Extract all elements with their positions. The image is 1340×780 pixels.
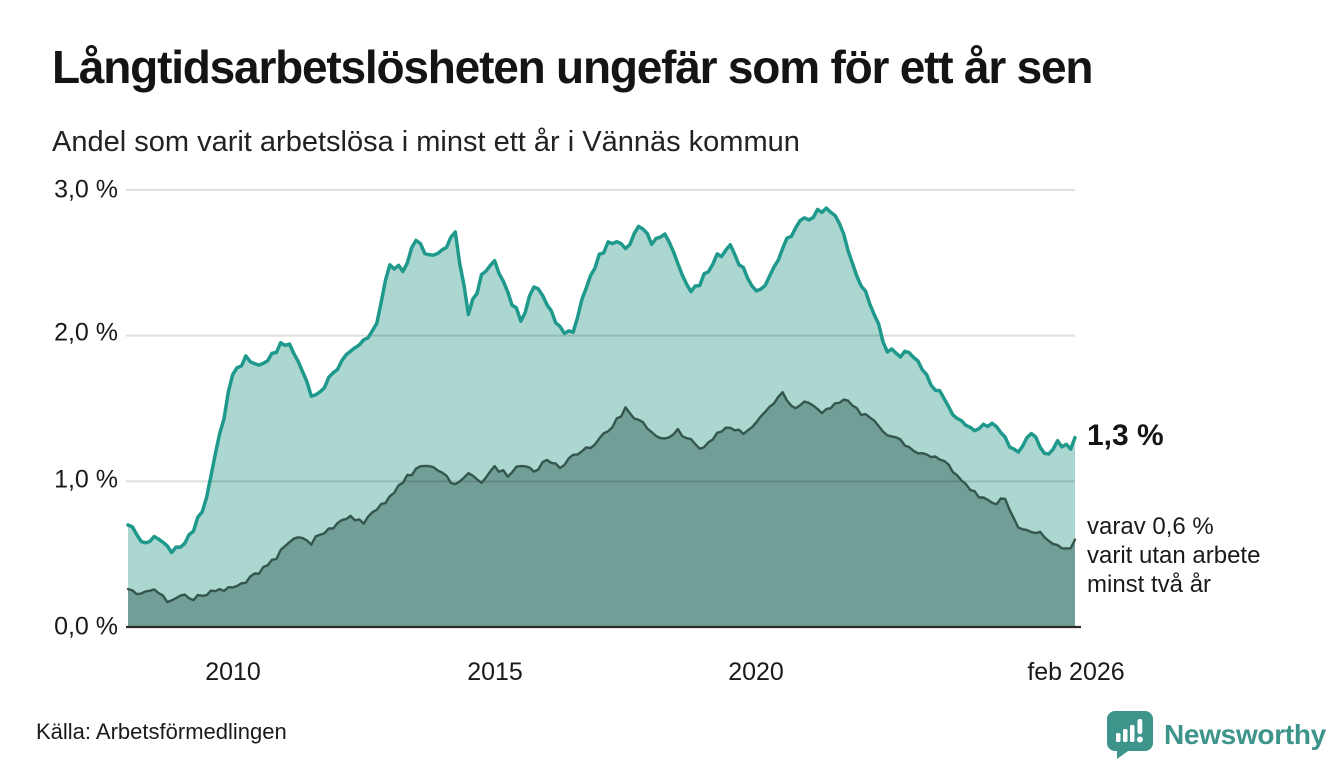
newsworthy-wordmark: Newsworthy: [1164, 719, 1326, 750]
x-axis-tick: 2020: [728, 658, 784, 686]
y-axis-tick: 2,0 %: [54, 318, 118, 347]
y-axis-tick: 3,0 %: [54, 175, 118, 204]
secondary-value-annotation: varav 0,6 % varit utan arbete minst två …: [1087, 513, 1261, 598]
chart-subtitle: Andel som varit arbetslösa i minst ett å…: [52, 126, 800, 158]
x-axis-tick: 2015: [467, 658, 523, 686]
latest-value-annotation: 1,3 %: [1087, 419, 1164, 452]
newsworthy-logo-icon: [1107, 711, 1153, 759]
chart-title: Långtidsarbetslösheten ungefär som för e…: [52, 41, 1094, 93]
x-axis-tick: feb 2026: [1027, 658, 1125, 686]
x-axis-tick: 2010: [205, 658, 261, 686]
y-axis-tick: 0,0 %: [54, 612, 118, 641]
newsworthy-brand: Newsworthy: [1106, 710, 1326, 760]
y-axis-tick: 1,0 %: [54, 465, 118, 494]
source-credit: Källa: Arbetsförmedlingen: [36, 719, 287, 744]
